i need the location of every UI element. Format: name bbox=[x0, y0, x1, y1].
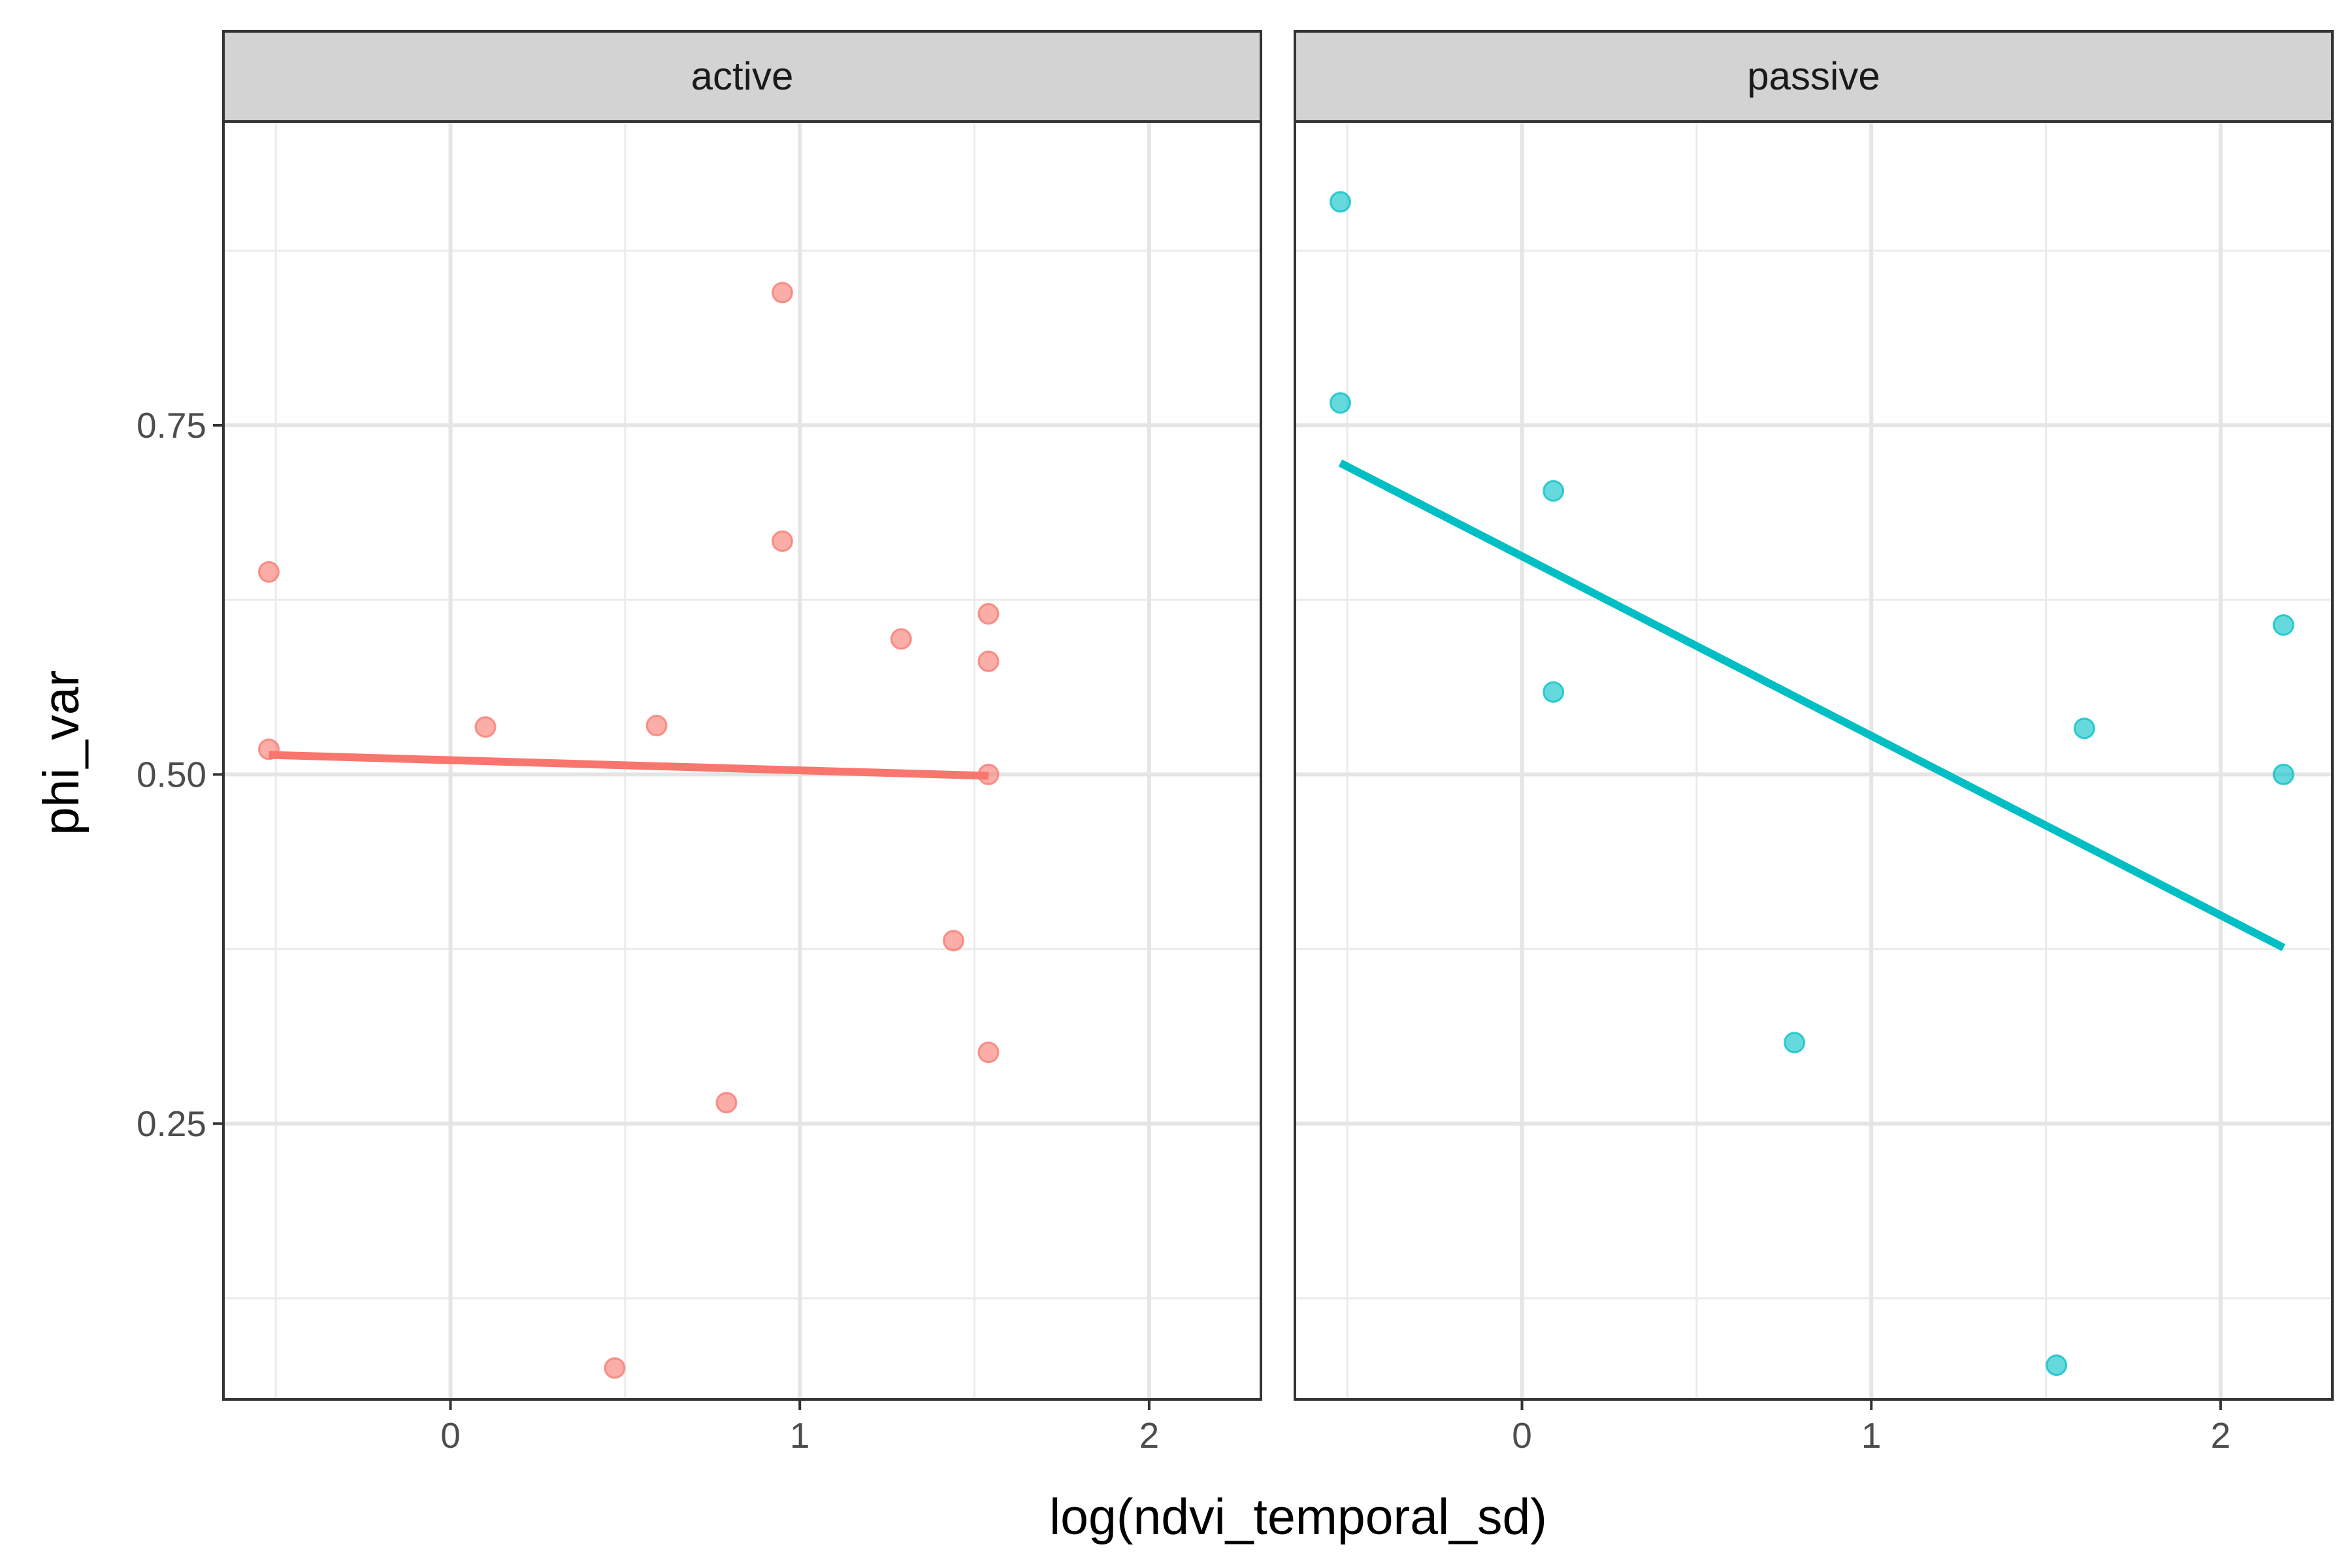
panel-border bbox=[1294, 120, 2334, 1401]
facet-panel-passive: passive 0 1 2 bbox=[1294, 30, 2334, 1456]
data-point bbox=[2272, 614, 2295, 636]
data-point bbox=[1543, 681, 1565, 703]
y-tick-label: 0.50 bbox=[137, 754, 206, 794]
x-axis-title: log(ndvi_temporal_sd) bbox=[1049, 1489, 1547, 1545]
x-tick-label: 0 bbox=[1512, 1415, 1532, 1456]
facet-strip bbox=[222, 30, 1262, 123]
x-tick-label: 1 bbox=[1861, 1415, 1882, 1456]
data-point bbox=[604, 1357, 626, 1379]
panel-background bbox=[1295, 122, 2332, 1399]
facet-strip-label: active bbox=[691, 54, 794, 98]
facet-strip-label: passive bbox=[1747, 54, 1880, 98]
x-tick-label: 2 bbox=[2211, 1415, 2231, 1456]
data-point bbox=[771, 282, 793, 304]
data-point bbox=[890, 628, 912, 650]
y-tick-label: 0.25 bbox=[137, 1103, 206, 1144]
data-point bbox=[258, 561, 280, 583]
data-point bbox=[771, 530, 793, 552]
data-point bbox=[715, 1092, 738, 1114]
data-point bbox=[474, 716, 497, 738]
data-point bbox=[645, 715, 668, 737]
data-point bbox=[977, 603, 1000, 625]
x-tick-label: 0 bbox=[440, 1415, 461, 1456]
panel-border bbox=[222, 120, 1262, 1401]
y-tick-label: 0.75 bbox=[137, 405, 206, 446]
x-tick-label: 2 bbox=[1139, 1415, 1160, 1456]
facet-panel-active: active 0 1 2 bbox=[222, 30, 1262, 1456]
x-tick-label: 1 bbox=[790, 1415, 810, 1456]
y-axis: 0.25 0.50 0.75 bbox=[137, 405, 223, 1144]
data-point bbox=[942, 930, 964, 952]
facet-panels: active 0 1 2 passive 0 1 2 bbox=[222, 30, 2334, 1456]
facet-strip bbox=[1294, 30, 2334, 123]
data-point bbox=[2272, 763, 2295, 785]
data-point bbox=[2073, 717, 2095, 740]
data-point bbox=[1330, 392, 1352, 414]
data-point bbox=[1330, 191, 1352, 213]
data-point bbox=[977, 650, 1000, 672]
trend-line bbox=[269, 751, 989, 780]
y-axis-title: phi_var bbox=[33, 670, 90, 836]
data-point bbox=[977, 1041, 1000, 1064]
data-point bbox=[2046, 1354, 2068, 1377]
trend-line bbox=[1338, 459, 2285, 951]
data-point bbox=[1543, 480, 1565, 502]
data-point bbox=[1784, 1032, 1806, 1054]
